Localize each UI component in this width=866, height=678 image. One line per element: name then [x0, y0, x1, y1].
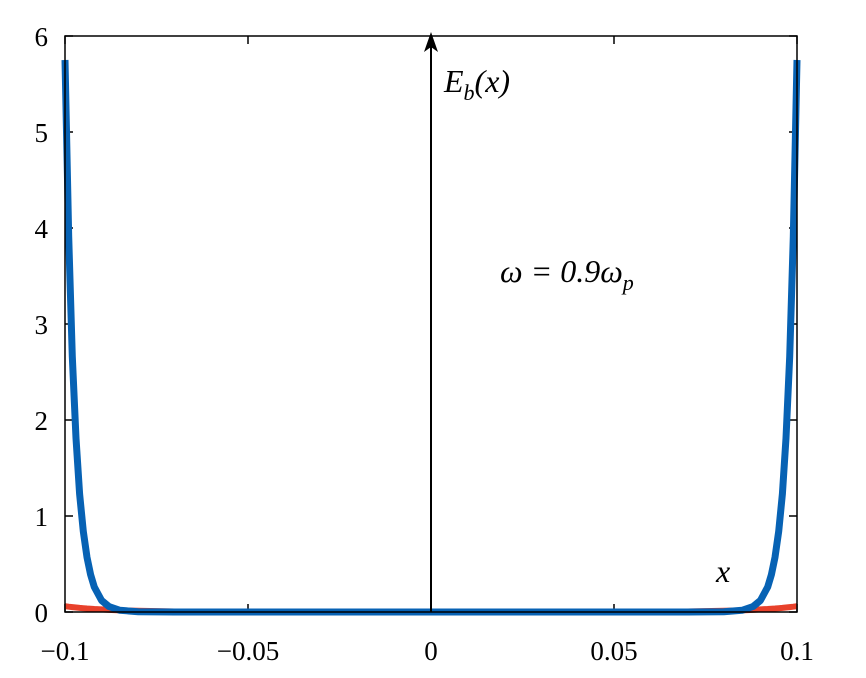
x-tick-label: −0.1	[41, 636, 90, 666]
x-tick-label: 0.1	[780, 636, 814, 666]
y-tick-label: 2	[35, 406, 49, 436]
x-tick-label: 0	[424, 636, 438, 666]
y-tick-label: 4	[35, 214, 49, 244]
arrow-head-icon	[424, 32, 438, 52]
y-tick-label: 5	[35, 118, 49, 148]
y-tick-label: 6	[35, 22, 49, 52]
x-tick-label: 0.05	[590, 636, 637, 666]
omega-annotation: ω = 0.9ωp	[500, 253, 634, 295]
ticks: −0.1 −0.05 0 0.05 0.1 0 1 2 3 4 5 6	[35, 22, 814, 666]
y-tick-label: 1	[35, 502, 49, 532]
x-label: x	[715, 553, 730, 589]
y-tick-label: 3	[35, 310, 49, 340]
y-tick-label: 0	[35, 598, 49, 628]
y-label: Eb(x)	[443, 63, 510, 105]
x-tick-label: −0.05	[217, 636, 279, 666]
